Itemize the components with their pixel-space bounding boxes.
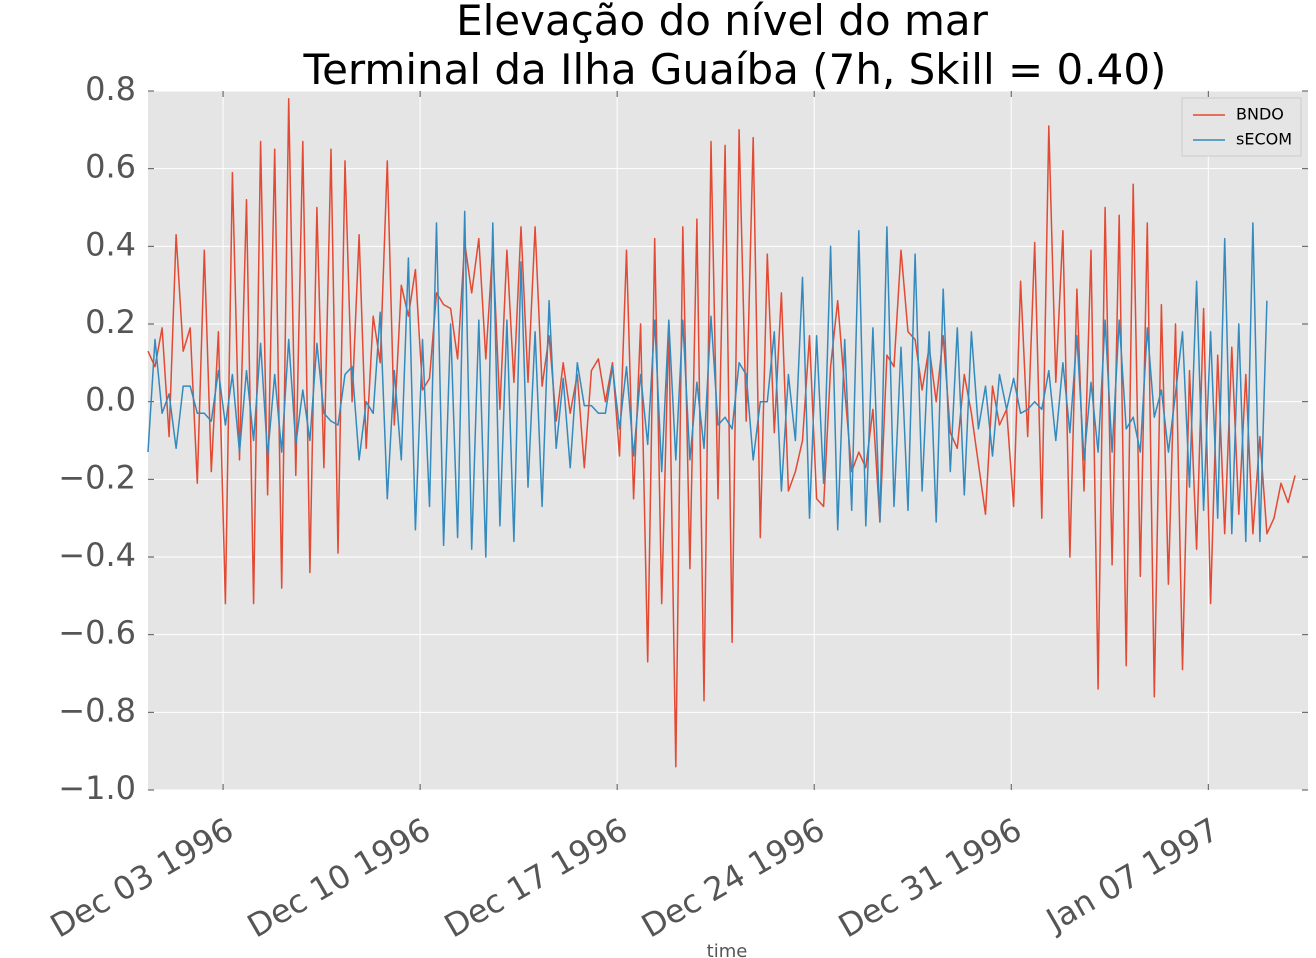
y-tick-label: 0.4 <box>85 225 136 263</box>
grid-lines <box>148 90 1308 791</box>
y-tick-label: −0.8 <box>58 691 136 729</box>
y-tick-label: 0.2 <box>85 303 136 341</box>
legend-label-bndo: BNDO <box>1236 105 1284 124</box>
series-line-secom <box>147 210 1268 558</box>
legend-box <box>1181 97 1302 157</box>
x-tick-label: Jan 07 1997 <box>1038 810 1225 940</box>
legend-label-secom: sECOM <box>1236 130 1292 149</box>
x-tick-label: Dec 24 1996 <box>635 810 831 945</box>
x-tick-label: Dec 31 1996 <box>832 810 1028 945</box>
x-tick-label: Dec 03 1996 <box>44 810 240 945</box>
series-lines <box>147 98 1296 768</box>
y-tick-label: −0.2 <box>58 458 136 496</box>
x-axis-label: time <box>707 941 748 958</box>
x-tick-label: Dec 17 1996 <box>438 810 634 945</box>
chart-title-line-1: Elevação do nível do mar <box>456 0 989 45</box>
y-tick-label: 0.8 <box>85 70 136 108</box>
x-tick-label: Dec 10 1996 <box>241 810 437 945</box>
legend: BNDO sECOM <box>1181 97 1302 157</box>
series-line-bndo <box>147 98 1296 768</box>
y-tick-labels: 0.8 0.6 0.4 0.2 0.0 −0.2 −0.4 −0.6 −0.8 −1.0 <box>58 70 136 807</box>
y-tick-label: 0.6 <box>85 148 136 186</box>
chart-title-line-2: Terminal da Ilha Guaíba (7h, Skill = 0.4… <box>303 45 1167 94</box>
tick-marks <box>148 90 1308 791</box>
x-tick-labels: Dec 03 1996 Dec 10 1996 Dec 17 1996 Dec 24 … <box>44 810 1225 945</box>
y-tick-label: −0.4 <box>58 536 136 574</box>
y-tick-label: −0.6 <box>58 614 136 652</box>
y-tick-label: −1.0 <box>58 769 136 807</box>
y-tick-label: 0.0 <box>85 381 136 419</box>
